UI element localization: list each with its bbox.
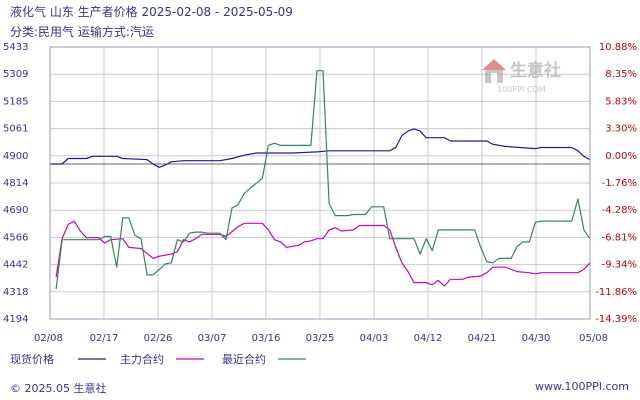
watermark-text: 生意社 [510,60,561,81]
y-tick-label-left: 4194 [3,314,28,325]
x-tick-label: 03/16 [252,333,281,344]
y-tick-label-right: -4.28% [602,205,637,216]
y-tick-label-right: -11.86% [595,287,637,298]
plot-frame [49,46,591,320]
footer-url[interactable]: www.100PPI.com [535,380,629,393]
house-icon [482,59,506,83]
x-tick-label: 05/08 [579,333,608,344]
y-tick-label-left: 5433 [3,42,28,53]
y-tick-label-right: 10.88% [599,42,637,53]
x-tick-label: 04/12 [414,333,443,344]
y-tick-label-left: 5061 [3,124,28,135]
x-tick-label: 03/07 [198,333,227,344]
watermark-small-text: 100PPI.COM [497,85,546,94]
y-tick-label-right: -1.76% [602,178,637,189]
y-tick-label-right: -14.39% [595,314,637,325]
legend-label: 最近合约 [222,352,266,366]
series [50,70,591,290]
legend-label: 现货价格 [10,352,54,366]
series-line-2 [55,220,591,287]
y-tick-label-left: 4900 [3,151,28,162]
x-tick-label: 02/26 [144,333,173,344]
chart-title: 液化气 山东 生产者价格 2025-02-08 - 2025-05-09 [10,5,293,19]
left-axis-ticks: 5433 5309 5185 5061 4900 4814 4690 4566 4442 4318… [3,42,28,325]
y-tick-label-right: 5.83% [605,96,637,107]
y-tick-label-left: 4318 [3,287,28,298]
series-line-1 [50,128,591,168]
legend: 现货价格 主力合约 最近合约 [10,352,306,366]
x-tick-label: 04/30 [522,333,551,344]
footer-copyright: © 2025.05 生意社 [10,382,107,395]
x-tick-label: 02/08 [34,333,63,344]
x-tick-label: 04/03 [360,333,389,344]
y-tick-label-right: 3.30% [605,124,637,135]
y-tick-label-left: 5309 [3,69,28,80]
legend-label: 主力合约 [120,352,164,366]
watermark-logo: 生意社 100PPI.COM [482,59,561,94]
y-tick-label-left: 4690 [3,205,28,216]
x-tick-label: 04/21 [468,333,497,344]
series-line-3 [55,70,591,290]
x-tick-label: 03/25 [306,333,335,344]
y-tick-label-right: -9.34% [602,260,637,271]
right-axis-ticks: 10.88% 8.35% 5.83% 3.30% 0.00% -1.76% -4.28% -6… [595,42,637,325]
chart-subtitle: 分类:民用气 运输方式:汽运 [10,25,154,39]
y-tick-label-right: 0.00% [605,151,637,162]
x-tick-label: 02/17 [90,333,119,344]
y-tick-label-left: 4442 [3,260,28,271]
y-tick-label-left: 4566 [3,232,28,243]
y-tick-label-left: 4814 [3,178,28,189]
y-tick-label-right: -6.81% [602,232,637,243]
y-tick-label-left: 5185 [3,96,28,107]
y-tick-label-right: 8.35% [605,69,637,80]
x-axis-ticks: 02/08 02/17 02/26 03/07 03/16 03/25 04/03 04/12… [34,333,608,344]
